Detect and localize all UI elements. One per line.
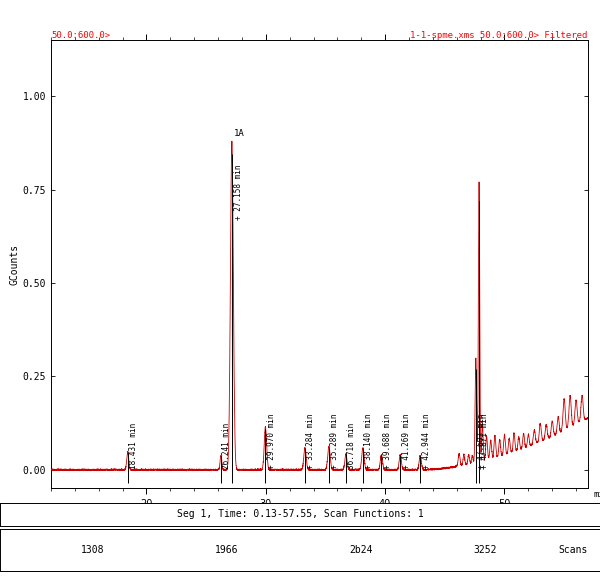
- Text: Scans: Scans: [559, 545, 587, 555]
- Text: Seg 1, Time: 0.13-57.55, Scan Functions: 1: Seg 1, Time: 0.13-57.55, Scan Functions:…: [176, 509, 424, 520]
- Text: 1A: 1A: [233, 128, 244, 138]
- Text: + 47.871 min: + 47.871 min: [481, 413, 490, 469]
- Text: 2b24: 2b24: [349, 545, 373, 555]
- Text: minutes: minutes: [594, 490, 600, 499]
- Text: 50.0:600.0>: 50.0:600.0>: [52, 31, 110, 39]
- Text: + 39.688 min: + 39.688 min: [383, 413, 392, 469]
- Text: + 33.284 min: + 33.284 min: [307, 413, 316, 469]
- Text: 3252: 3252: [473, 545, 497, 555]
- Text: 26.241 min: 26.241 min: [223, 423, 232, 469]
- Text: + 35.289 min: + 35.289 min: [331, 413, 340, 469]
- Text: + 29.970 min: + 29.970 min: [267, 413, 276, 469]
- Text: + 27.158 min: + 27.158 min: [233, 164, 242, 220]
- Text: + 38.140 min: + 38.140 min: [364, 413, 373, 469]
- Text: 18.431 min: 18.431 min: [129, 423, 138, 469]
- Text: + 41.269 min: + 41.269 min: [402, 413, 411, 469]
- Text: 1308: 1308: [81, 545, 105, 555]
- Text: + 47.603 min: + 47.603 min: [477, 413, 486, 469]
- Text: 1-1-spme.xms 50.0:600.0> Filtered: 1-1-spme.xms 50.0:600.0> Filtered: [410, 31, 587, 39]
- Y-axis label: GCounts: GCounts: [10, 244, 20, 285]
- Text: 1966: 1966: [215, 545, 239, 555]
- Text: + 42.944 min: + 42.944 min: [422, 413, 431, 469]
- Text: 36.718 min: 36.718 min: [347, 423, 356, 469]
